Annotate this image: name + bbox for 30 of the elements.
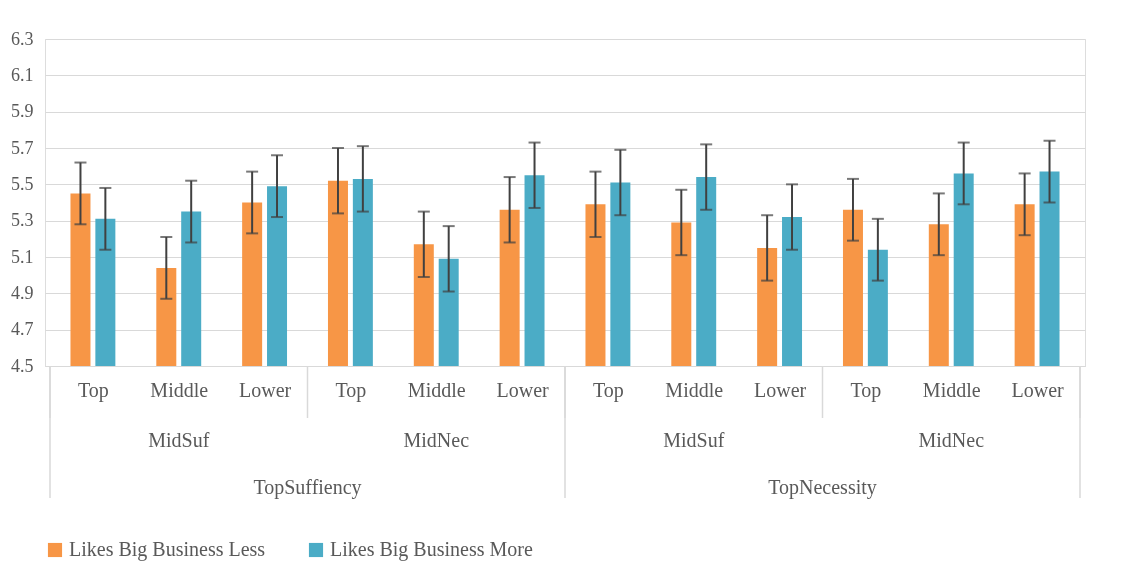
text: TopNecessity [768, 476, 877, 499]
x-tick-label: Lower [496, 378, 550, 401]
x-tick-label: Middle [150, 378, 209, 401]
y-tick-label: 5.5 [11, 173, 34, 194]
x-tick-label: Lower [1011, 378, 1065, 401]
y-tick-label: 5.1 [11, 246, 34, 267]
legend-label: Likes Big Business More [330, 538, 533, 561]
y-tick-label: 4.5 [11, 355, 34, 376]
text: TopSuffiency [253, 476, 362, 499]
text: MidSuf [663, 429, 725, 451]
x-tick-label: Middle [922, 378, 981, 401]
x-tick-label: Top [850, 378, 882, 402]
text: MidNec [403, 429, 470, 451]
text: MidNec [918, 429, 985, 451]
x-tick-label: Top [593, 378, 624, 402]
x-tick-label: Lower [753, 378, 807, 401]
x-tick-label: Middle [665, 378, 724, 401]
text: MidSuf [148, 429, 210, 451]
x-tick-label: Top [335, 378, 367, 402]
y-tick-label: 5.7 [11, 137, 34, 158]
y-tick-label: 6.1 [11, 64, 34, 85]
y-tick-label: 4.7 [11, 319, 34, 340]
y-tick-label: 5.3 [11, 210, 34, 231]
legend-label: Likes Big Business Less [69, 538, 266, 561]
x-tick-label: Middle [407, 378, 466, 401]
y-tick-label: 6.3 [11, 28, 34, 49]
x-tick-label: Top [78, 378, 109, 402]
y-tick-label: 5.9 [11, 101, 34, 122]
y-tick-label: 4.9 [11, 282, 34, 303]
x-tick-label: Lower [238, 378, 292, 401]
